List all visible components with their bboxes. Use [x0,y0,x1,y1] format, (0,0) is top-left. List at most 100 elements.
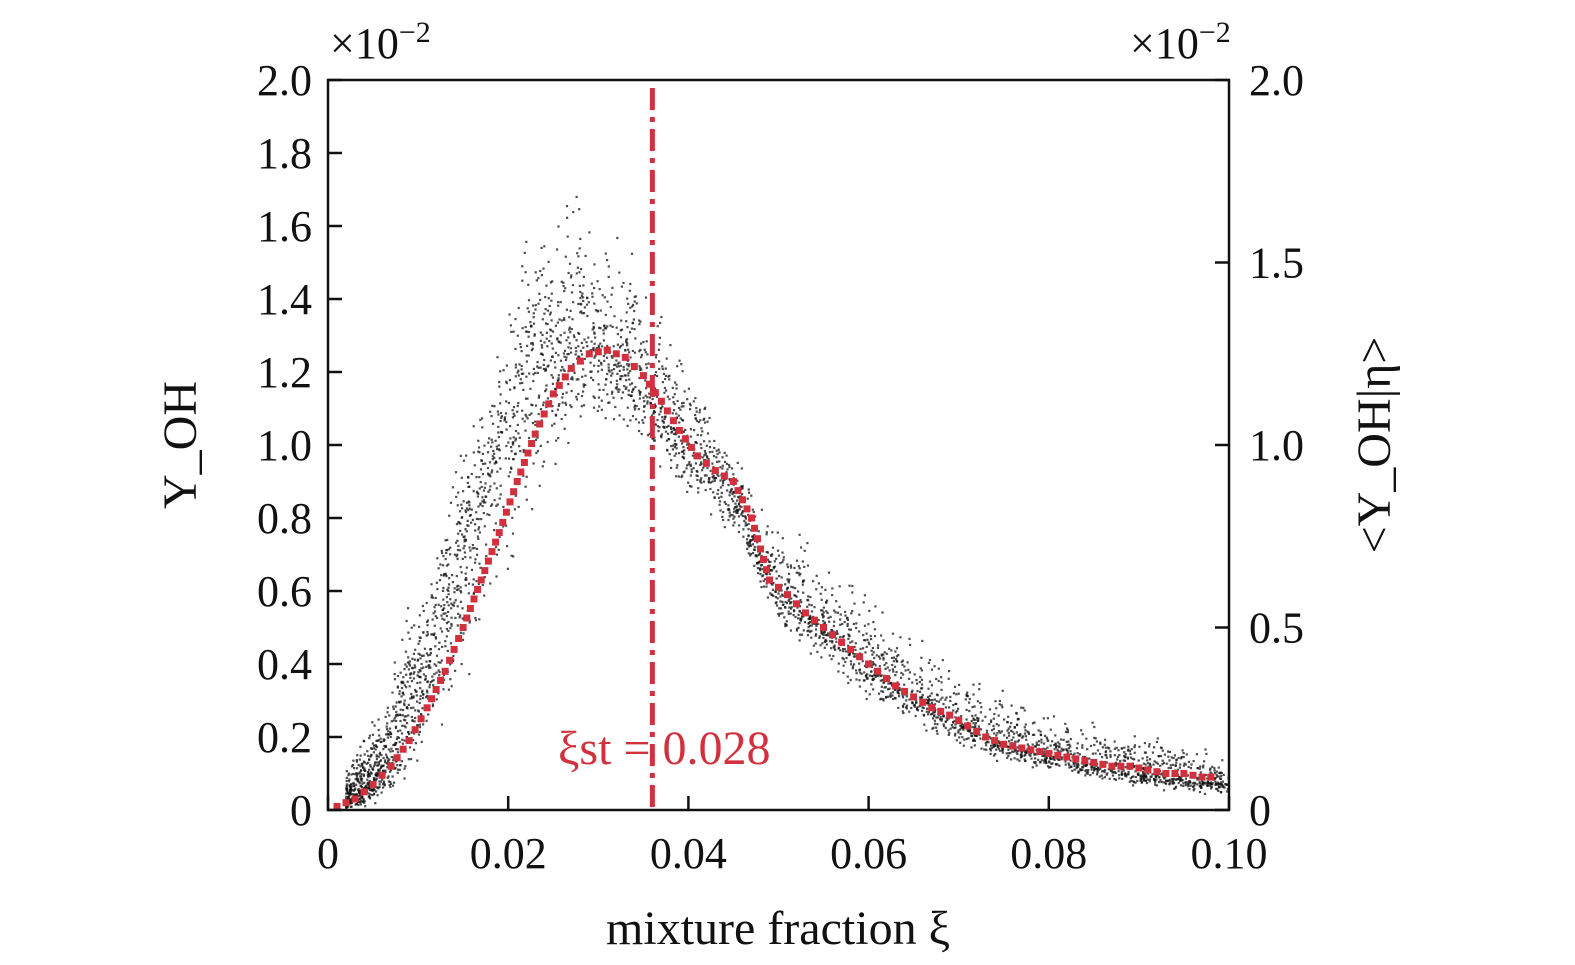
scatter-point [514,494,517,497]
scatter-point [576,252,579,255]
scatter-point [443,604,446,607]
mean-point [739,496,746,504]
scatter-point [447,604,450,607]
scatter-point [721,515,724,518]
scatter-point [832,624,835,628]
scatter-point [996,732,999,735]
scatter-point [481,426,484,429]
scatter-point [507,457,511,460]
scatter-point [1190,763,1193,766]
scatter-point [374,748,377,751]
scatter-point [456,548,460,552]
mean-point [1153,768,1161,776]
scatter-point [445,627,448,631]
scatter-point [568,262,572,265]
scatter-point [557,377,560,380]
scatter-point [433,663,436,666]
scatter-points [344,195,1230,809]
scatter-point [524,326,527,329]
scatter-point [482,489,485,492]
scatter-point [853,663,856,666]
scatter-point [1136,779,1139,782]
scatter-point [773,565,776,568]
scatter-point [1137,773,1140,776]
scatter-point [459,614,462,617]
scatter-point [959,728,962,731]
scatter-point [560,417,563,421]
scatter-point [517,374,520,377]
scatter-point [453,591,456,594]
scatter-point [916,682,919,685]
scatter-point [551,409,554,412]
scatter-point [522,474,525,477]
scatter-point [462,500,465,503]
scatter-point [1122,759,1125,762]
scatter-point [616,383,619,386]
scatter-point [568,328,571,331]
scatter-point [347,772,350,775]
scatter-point [709,469,712,472]
scatter-point [578,284,581,287]
scatter-point [450,607,453,610]
scatter-point [972,722,975,725]
scatter-point [911,689,914,692]
scatter-point [532,373,535,376]
scatter-point [978,682,981,685]
scatter-point [970,734,973,737]
scatter-point [413,671,416,674]
mean-point [793,600,800,608]
scatter-point [449,663,452,666]
scatter-point [694,413,697,417]
scatter-point [597,370,600,373]
scatter-point [944,706,947,709]
scatter-point [565,391,568,394]
scatter-point [454,471,458,474]
scatter-point [424,678,427,681]
scatter-point [673,454,676,457]
scatter-point [550,299,553,302]
scatter-point [588,231,591,234]
y-axis-left-ticks: 00.20.40.60.81.01.21.41.61.82.0 [257,56,342,835]
scatter-point [1182,752,1185,755]
scatter-point [420,662,423,666]
scatter-point [1103,743,1106,746]
scatter-point [452,659,455,662]
scatter-point [417,671,420,674]
scatter-point [1209,784,1212,787]
scatter-point [522,372,525,375]
mean-point [405,737,413,745]
scatter-point [385,755,388,758]
scatter-point [420,713,423,716]
scatter-point [985,732,989,735]
scatter-point [408,662,411,665]
mean-point [495,529,503,537]
scatter-point [800,546,803,549]
scatter-point [936,716,939,719]
scatter-point [990,719,993,722]
scatter-point [1159,754,1163,758]
scatter-point [407,631,410,634]
scatter-point [758,551,761,554]
scatter-point [1016,718,1019,721]
scatter-point [702,466,705,469]
scatter-point [736,499,739,502]
scatter-point [498,381,501,384]
scatter-point [906,661,909,664]
scatter-point [1096,770,1099,773]
scatter-point [478,451,481,454]
scatter-point [1155,778,1158,781]
scatter-point [797,613,800,616]
scatter-point [522,449,525,452]
scatter-point [363,767,366,770]
scatter-point [444,573,447,576]
scatter-point [462,547,465,550]
scatter-point [722,479,725,483]
scatter-point [940,719,943,722]
scatter-point [583,312,586,315]
scatter-point [495,487,498,490]
scatter-point [1177,775,1181,778]
scatter-point [517,402,520,405]
scatter-point [662,420,665,423]
scatter-point [704,489,707,492]
scatter-point [510,446,513,449]
